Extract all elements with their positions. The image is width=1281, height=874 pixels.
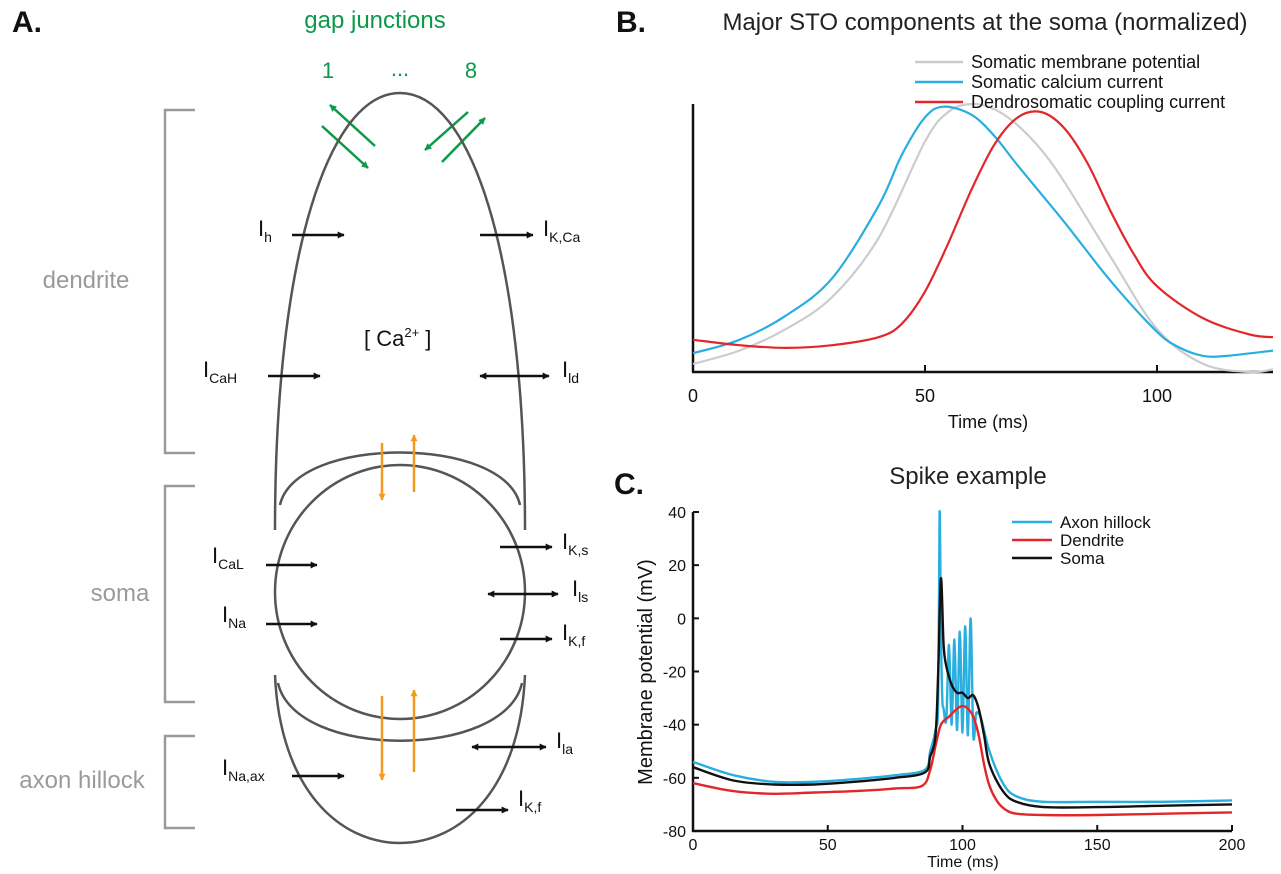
y-tick-label: -60 (663, 771, 686, 788)
gap-junctions-title: gap junctions (304, 7, 445, 34)
legend-label-dendrosomatic-coupling-current: Dendrosomatic coupling current (971, 92, 1225, 112)
series-line-somatic-membrane-potential (692, 102, 1274, 374)
soma-bracket (163, 484, 195, 704)
panel-a: A. gap junctions 1 ... 8 [ Ca2+ ] (12, 6, 588, 845)
gap-arrow-right-in (424, 111, 469, 151)
panel-b-chart: B. Major STO components at the soma (nor… (616, 6, 1274, 432)
neuron-outline (273, 91, 527, 845)
panel-c-y-axis-label: Membrane potential (mV) (635, 559, 657, 785)
y-tick-label: 0 (677, 611, 686, 628)
compartment-brackets (163, 108, 195, 830)
gap-junction-first-label: 1 (322, 58, 334, 83)
soma-outline (273, 463, 527, 721)
gap-junction-last-label: 8 (465, 58, 477, 83)
ionic-current-labels: Ih IK,Ca ICaH Ild ICaL IK,s Ils INa IK,f… (203, 216, 588, 815)
panel-c-series (692, 510, 1233, 817)
panel-b-title: Major STO components at the soma (normal… (722, 9, 1247, 36)
x-tick-label: 0 (688, 386, 698, 406)
dendrite-label: dendrite (43, 267, 130, 294)
coupling-arrows (378, 434, 418, 781)
x-tick-label: 0 (689, 837, 698, 854)
x-tick-label: 150 (1084, 837, 1111, 854)
series-line-soma (692, 577, 1233, 809)
panel-b-letter: B. (616, 6, 646, 39)
y-tick-label: -20 (663, 665, 686, 682)
legend-label-soma: Soma (1060, 549, 1105, 568)
x-tick-label: 100 (1142, 386, 1172, 406)
series-line-dendrite (692, 704, 1233, 817)
series-line-axon-hillock (692, 510, 1233, 804)
panel-b-series (692, 102, 1274, 374)
panel-c-letter: C. (614, 468, 644, 501)
ikf2-label: IK,f (518, 786, 541, 815)
panel-b-x-ticks: 0 50 100 (688, 365, 1172, 406)
series-line-somatic-calcium-current (692, 105, 1274, 358)
soma-label: soma (91, 580, 150, 607)
ikf-label: IK,f (562, 620, 585, 649)
series-line-dendrosomatic-coupling-current (692, 110, 1274, 349)
dendrosomatic-junction-arc (278, 451, 522, 506)
ih-label: Ih (258, 216, 272, 245)
legend-label-axon-hillock: Axon hillock (1060, 513, 1151, 532)
ical-label: ICaL (212, 543, 244, 572)
legend-label-somatic-membrane-potential: Somatic membrane potential (971, 52, 1200, 72)
axon-hillock-outline (273, 674, 527, 845)
axon-hillock-bracket (163, 734, 195, 830)
gap-arrow-left-in (321, 125, 369, 169)
dendrite-outline (273, 91, 527, 531)
panel-a-letter: A. (12, 6, 42, 39)
iks-label: IK,s (562, 529, 588, 558)
panel-c-title: Spike example (889, 463, 1046, 490)
legend-label-dendrite: Dendrite (1060, 531, 1124, 550)
panel-c-chart: C. Spike example 0 50 100 150 20040200-20-40… (614, 463, 1245, 871)
y-tick-label: -80 (663, 824, 686, 841)
x-tick-label: 200 (1219, 837, 1246, 854)
panel-c-x-axis-label: Time (ms) (927, 854, 998, 871)
gap-arrow-right-out (441, 117, 486, 163)
calcium-concentration-label: [ Ca2+ ] (364, 325, 431, 351)
gap-arrow-left-out (329, 104, 376, 147)
ils-label: Ils (572, 576, 588, 605)
dendrite-bracket (163, 108, 195, 455)
legend-label-somatic-calcium-current: Somatic calcium current (971, 72, 1163, 92)
axon-hillock-label: axon hillock (19, 767, 145, 794)
ikca-label: IK,Ca (543, 216, 580, 245)
x-tick-label: 50 (819, 837, 837, 854)
ila-label: Ila (556, 728, 573, 757)
y-tick-label: -40 (663, 718, 686, 735)
y-tick-label: 20 (668, 558, 686, 575)
y-tick-label: 40 (668, 505, 686, 522)
gap-junction-arrows (321, 104, 486, 169)
ild-label: Ild (562, 357, 579, 386)
inax-label: INa,ax (222, 755, 265, 784)
panel-b-x-axis-label: Time (ms) (948, 412, 1028, 432)
icah-label: ICaH (203, 357, 237, 386)
ionic-current-arrows (266, 231, 559, 814)
ina-label: INa (222, 602, 246, 631)
x-tick-label: 100 (949, 837, 976, 854)
x-tick-label: 50 (915, 386, 935, 406)
gap-junction-ellipsis: ... (391, 56, 409, 81)
somatic-axon-junction-arc (276, 682, 524, 742)
